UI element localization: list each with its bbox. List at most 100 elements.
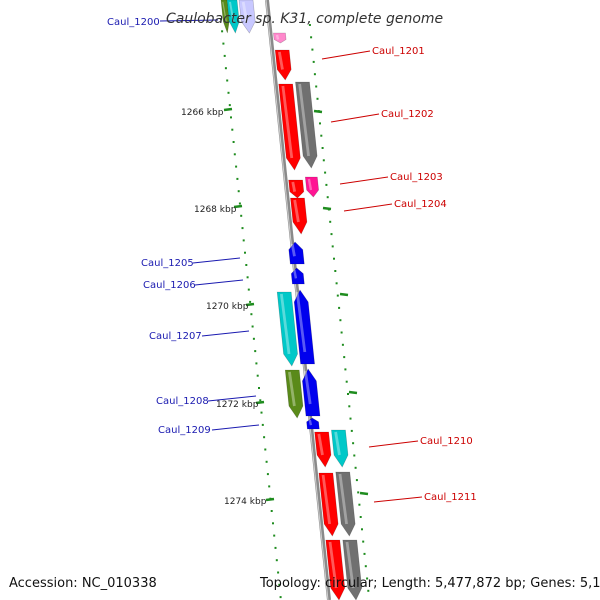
scale-dot-left: [252, 337, 255, 340]
scale-dot-right: [312, 60, 315, 63]
scale-label-1266: 1266 kbp: [181, 108, 224, 118]
gene-caul-1209-gloss: [308, 419, 313, 426]
gene-caul-1203-magenta[interactable]: [304, 176, 319, 198]
leader-caul-1204: [343, 203, 393, 212]
scale-dot-right: [310, 36, 313, 39]
gene-caul-1211[interactable]: [318, 472, 339, 537]
scale-dot-right: [329, 220, 332, 223]
gene-bottom-red[interactable]: [325, 539, 346, 600]
gene-caul-1210-cyan[interactable]: [331, 429, 349, 468]
major-tick-left-0: [223, 107, 233, 112]
gene-bottom-grey[interactable]: [342, 539, 363, 600]
scale-dot-right: [341, 343, 344, 346]
scale-dot-right: [335, 282, 338, 285]
gene-pink-small[interactable]: [273, 32, 287, 44]
gene-caul-1207-cyan-shape[interactable]: [276, 291, 298, 367]
gene-label-caul-1204[interactable]: Caul_1204: [394, 199, 447, 210]
gene-caul-1208-olive-shape[interactable]: [284, 369, 304, 419]
leader-caul-1209: [211, 424, 260, 431]
gene-caul-1200-blue[interactable]: [238, 0, 256, 34]
gene-caul-1205-shape[interactable]: [288, 241, 305, 265]
gene-caul-1207-cyan[interactable]: [276, 291, 298, 367]
gene-caul-1210[interactable]: [314, 431, 332, 468]
gene-caul-1207-cyan-gloss: [279, 293, 291, 355]
scale-dot-left: [246, 276, 249, 279]
gene-caul-1201-shape[interactable]: [274, 49, 292, 81]
scale-dot-right: [311, 48, 314, 51]
gene-caul-1207-shape[interactable]: [293, 289, 315, 365]
gene-caul-1203[interactable]: [288, 179, 305, 199]
major-tick-right-3: [348, 390, 358, 395]
scale-dot-left: [230, 116, 232, 119]
gene-caul-1208[interactable]: [302, 368, 321, 417]
gene-caul-1200-blue-shape[interactable]: [238, 0, 256, 34]
scale-dot-left: [244, 251, 246, 254]
gene-caul-1205[interactable]: [288, 241, 305, 265]
scale-dot-left: [223, 54, 226, 57]
scale-dot-left: [265, 460, 268, 463]
scale-dot-right: [333, 257, 335, 260]
gene-label-caul-1206[interactable]: Caul_1206: [143, 280, 196, 291]
gene-caul-1206-shape[interactable]: [290, 267, 305, 285]
scale-dot-left: [254, 350, 257, 353]
gene-caul-1202-grey[interactable]: [295, 81, 318, 169]
gene-label-caul-1200[interactable]: Caul_1200: [107, 17, 160, 28]
accession-text: Accession: NC_010338: [9, 576, 157, 591]
gene-label-caul-1202[interactable]: Caul_1202: [381, 109, 434, 120]
gene-caul-1209[interactable]: [306, 417, 320, 430]
gene-caul-1203-magenta-shape[interactable]: [304, 176, 319, 198]
leader-caul-1208: [207, 395, 257, 402]
gene-caul-1211-grey-shape[interactable]: [335, 471, 356, 537]
gene-caul-1200-cyan-shape[interactable]: [226, 0, 240, 34]
scale-dot-right: [326, 196, 329, 199]
gene-caul-1208-shape[interactable]: [302, 368, 321, 417]
gene-caul-1202-shape[interactable]: [278, 83, 301, 171]
gene-caul-1209-shape[interactable]: [306, 417, 320, 430]
scale-dot-left: [222, 42, 225, 45]
gene-caul-1204[interactable]: [290, 197, 308, 235]
gene-caul-1202-grey-shape[interactable]: [295, 81, 318, 169]
gene-caul-1202[interactable]: [278, 83, 301, 171]
scale-dot-left: [241, 227, 244, 230]
gene-label-caul-1207[interactable]: Caul_1207: [149, 331, 202, 342]
scale-dot-right: [352, 442, 355, 445]
gene-label-caul-1209[interactable]: Caul_1209: [158, 425, 211, 436]
gene-caul-1211-shape[interactable]: [318, 472, 339, 537]
major-tick-right-4: [359, 491, 369, 496]
gene-caul-1204-shape[interactable]: [290, 197, 308, 235]
gene-caul-1200-cyan[interactable]: [226, 0, 240, 34]
gene-pink-small-shape[interactable]: [273, 32, 287, 44]
scale-dot-left: [227, 91, 230, 94]
gene-caul-1200-olive-shape[interactable]: [220, 0, 230, 34]
scale-dot-right: [363, 552, 366, 555]
scale-dot-left: [258, 387, 260, 389]
gene-label-caul-1211[interactable]: Caul_1211: [424, 492, 477, 503]
scale-dot-right: [355, 479, 358, 482]
gene-label-caul-1201[interactable]: Caul_1201: [372, 46, 425, 57]
gene-caul-1206[interactable]: [290, 267, 305, 285]
gene-pink-small-gloss: [275, 34, 280, 40]
gene-label-caul-1203[interactable]: Caul_1203: [390, 172, 443, 183]
scale-dot-left: [268, 485, 271, 488]
gene-label-caul-1205[interactable]: Caul_1205: [141, 258, 194, 269]
gene-caul-1211-grey-gloss: [338, 473, 348, 525]
gene-caul-1200-olive[interactable]: [220, 0, 230, 34]
scale-dot-left: [242, 239, 245, 242]
gene-caul-1211-grey[interactable]: [335, 471, 356, 537]
gene-label-caul-1210[interactable]: Caul_1210: [420, 436, 473, 447]
gene-caul-1201[interactable]: [274, 49, 292, 81]
scale-dot-left: [277, 571, 280, 574]
gene-caul-1200-cyan-gloss: [229, 1, 235, 22]
gene-label-caul-1208[interactable]: Caul_1208: [156, 396, 209, 407]
gene-caul-1210-cyan-shape[interactable]: [331, 429, 349, 468]
gene-caul-1208-olive[interactable]: [284, 369, 304, 419]
gene-bottom-grey-shape[interactable]: [342, 539, 363, 600]
scale-dot-right: [322, 159, 325, 162]
scale-dot-left: [260, 411, 263, 414]
gene-caul-1207[interactable]: [293, 289, 315, 365]
gene-bottom-red-shape[interactable]: [325, 539, 346, 600]
gene-caul-1203-shape[interactable]: [288, 179, 305, 199]
gene-caul-1207-gloss: [295, 291, 307, 353]
gene-caul-1210-shape[interactable]: [314, 431, 332, 468]
